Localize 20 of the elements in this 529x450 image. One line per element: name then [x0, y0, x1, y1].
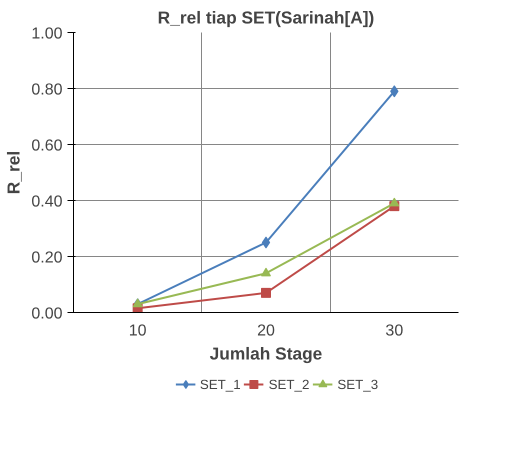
y-tick-label: 1.00: [31, 26, 63, 42]
y-tick-label: 0.40: [31, 194, 63, 210]
point: [261, 288, 271, 298]
point: [132, 298, 143, 308]
x-tick-label: 10: [128, 322, 147, 340]
point: [261, 268, 271, 276]
legend-label: SET_1: [200, 376, 241, 392]
y-tick-label: 0.20: [31, 250, 63, 266]
y-axis-title: R_rel: [3, 150, 24, 194]
legend-label: SET_3: [337, 376, 378, 392]
point: [389, 198, 400, 206]
x-axis-title: Jumlah Stage: [210, 344, 323, 364]
point: [262, 236, 270, 248]
chart-title: R_rel tiap SET(Sarinah[A]): [158, 8, 374, 28]
x-tick-label: 30: [385, 322, 404, 340]
y-tick-label: 0.80: [31, 82, 63, 98]
x-tick-label: 20: [257, 322, 275, 340]
y-tick-label: 0.00: [31, 306, 63, 322]
y-tick-label: 0.60: [31, 138, 63, 154]
legend-label: SET_2: [268, 376, 310, 392]
